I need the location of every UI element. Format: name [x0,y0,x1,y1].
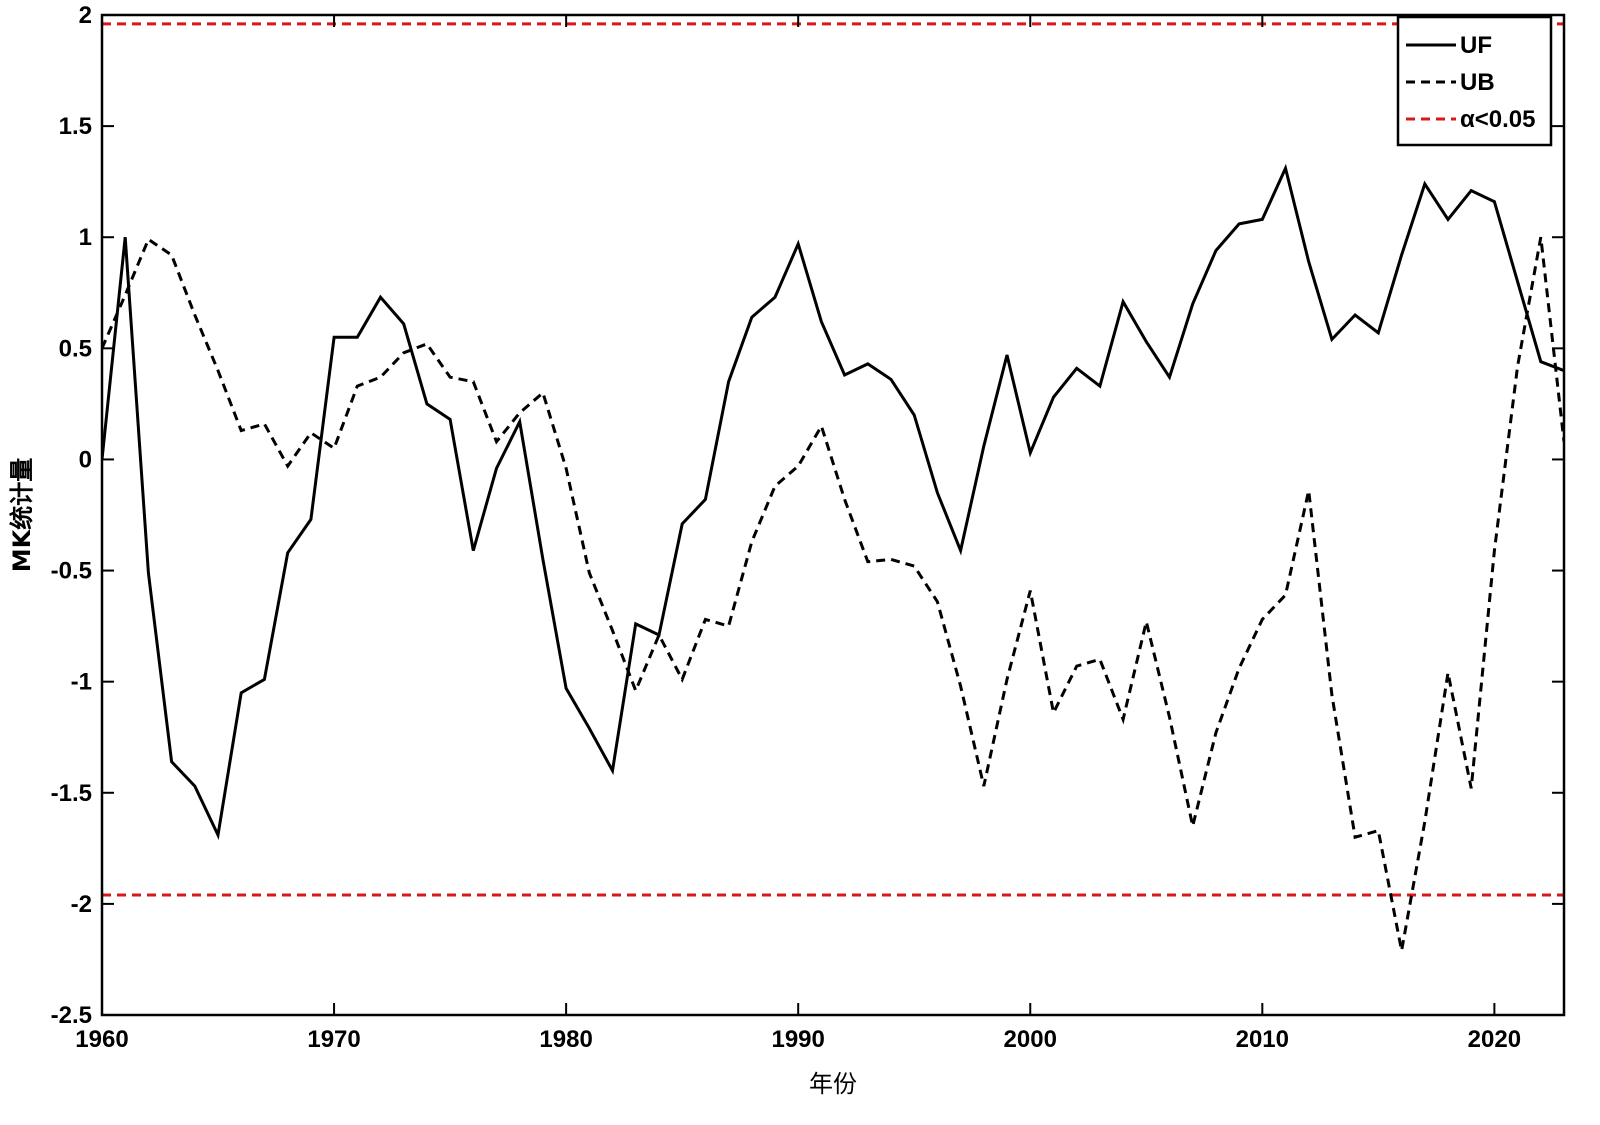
x-tick-label: 1960 [75,1026,128,1053]
series-line-ub [102,236,1564,951]
x-tick-label: 1970 [307,1026,360,1053]
x-tick-label: 2010 [1236,1026,1289,1053]
y-tick-label: -1.5 [51,780,92,807]
legend-label: UB [1460,69,1495,96]
x-tick-label: 1980 [539,1026,592,1053]
y-tick-label: -2 [71,891,92,918]
y-tick-label: -2.5 [51,1002,92,1029]
x-tick-label: 1990 [771,1026,824,1053]
series-line-uf [102,163,1564,840]
legend: UF UB α<0.05 [1396,15,1553,147]
x-tick-label: 2000 [1004,1026,1057,1053]
plot-background [102,15,1564,1015]
legend-label: UF [1460,32,1492,59]
legend-label: α<0.05 [1460,106,1535,133]
y-tick-label: -0.5 [51,558,92,585]
y-tick-label: 1.5 [59,113,92,140]
y-tick-label: 0 [79,446,92,473]
plot-frame [100,13,1566,1017]
y-tick-label: -1 [71,669,92,696]
y-tick-label: 0.5 [59,335,92,362]
x-axis-title: 年份 [809,1070,857,1098]
x-tick-label: 2020 [1468,1026,1521,1053]
plot-area [102,22,1564,951]
y-axis-title: MK统计量 [8,458,36,572]
axes: 1960 1970 1980 1990 2000 2010 2020 2 1.5 1 0.5 0 -0.… [51,2,1564,1053]
y-tick-label: 1 [79,224,92,251]
y-tick-label: 2 [79,2,92,29]
